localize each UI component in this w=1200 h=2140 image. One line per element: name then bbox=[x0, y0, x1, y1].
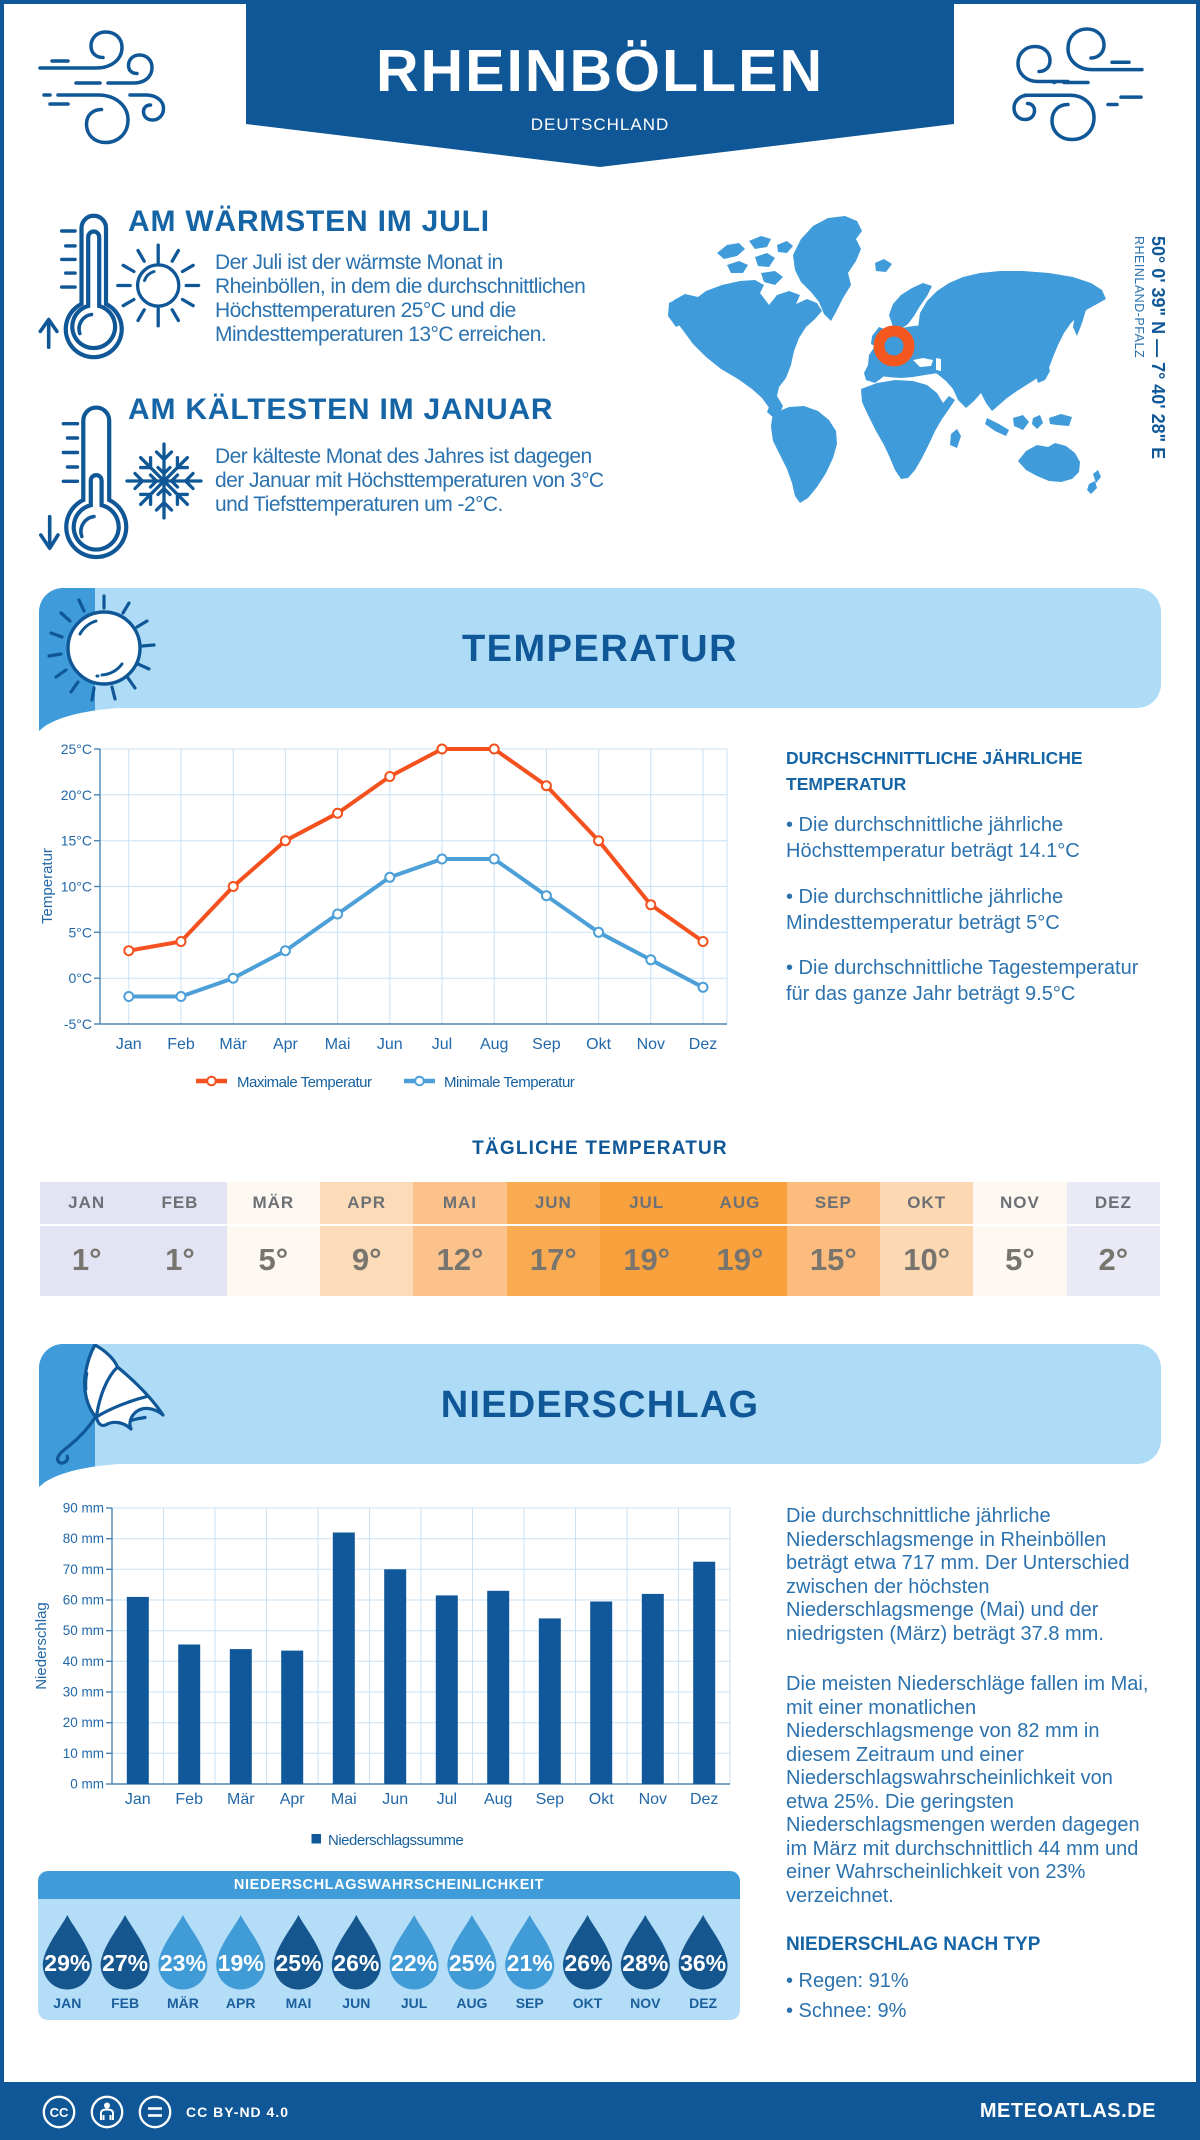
svg-text:Minimale Temperatur: Minimale Temperatur bbox=[444, 1074, 575, 1091]
svg-text:-5°C: -5°C bbox=[64, 1016, 92, 1032]
svg-text:Jan: Jan bbox=[116, 1036, 142, 1053]
svg-text:36%: 36% bbox=[680, 1950, 726, 1976]
svg-text:0 mm: 0 mm bbox=[70, 1777, 104, 1792]
svg-text:OKT: OKT bbox=[573, 1995, 603, 2011]
svg-text:Niederschlagssumme: Niederschlagssumme bbox=[328, 1832, 463, 1849]
svg-text:0°C: 0°C bbox=[69, 970, 93, 986]
svg-text:Temperatur: Temperatur bbox=[39, 848, 56, 924]
svg-text:Dez: Dez bbox=[689, 1036, 717, 1053]
svg-text:Jul: Jul bbox=[437, 1791, 457, 1808]
svg-text:FEB: FEB bbox=[111, 1995, 139, 2011]
svg-text:Sep: Sep bbox=[532, 1036, 561, 1053]
svg-text:Aug: Aug bbox=[484, 1791, 512, 1808]
svg-text:5°C: 5°C bbox=[69, 924, 93, 940]
svg-text:80 mm: 80 mm bbox=[63, 1531, 104, 1546]
svg-text:MAI: MAI bbox=[286, 1995, 312, 2011]
svg-text:60 mm: 60 mm bbox=[63, 1593, 104, 1608]
svg-text:Jul: Jul bbox=[432, 1036, 452, 1053]
svg-text:Mai: Mai bbox=[325, 1036, 351, 1053]
svg-text:Jun: Jun bbox=[377, 1036, 403, 1053]
svg-text:28%: 28% bbox=[622, 1950, 668, 1976]
svg-text:Nov: Nov bbox=[637, 1036, 665, 1053]
svg-text:19%: 19% bbox=[218, 1950, 264, 1976]
svg-text:Mär: Mär bbox=[227, 1791, 255, 1808]
svg-text:20 mm: 20 mm bbox=[63, 1715, 104, 1730]
svg-text:Sep: Sep bbox=[536, 1791, 565, 1808]
svg-text:CC: CC bbox=[50, 2105, 69, 2120]
svg-text:20°C: 20°C bbox=[61, 787, 92, 803]
svg-text:Maximale Temperatur: Maximale Temperatur bbox=[237, 1074, 372, 1091]
svg-text:Apr: Apr bbox=[273, 1036, 299, 1053]
svg-text:Feb: Feb bbox=[167, 1036, 195, 1053]
svg-text:JUN: JUN bbox=[342, 1995, 370, 2011]
svg-text:26%: 26% bbox=[564, 1950, 610, 1976]
svg-text:10°C: 10°C bbox=[61, 879, 92, 895]
svg-text:NOV: NOV bbox=[630, 1995, 661, 2011]
svg-text:90 mm: 90 mm bbox=[63, 1501, 104, 1516]
svg-text:26%: 26% bbox=[333, 1950, 379, 1976]
svg-text:Feb: Feb bbox=[175, 1791, 203, 1808]
svg-text:Mai: Mai bbox=[331, 1791, 357, 1808]
svg-text:JAN: JAN bbox=[53, 1995, 81, 2011]
svg-text:JUL: JUL bbox=[401, 1995, 428, 2011]
svg-text:DEZ: DEZ bbox=[689, 1995, 717, 2011]
svg-text:Apr: Apr bbox=[280, 1791, 306, 1808]
svg-text:SEP: SEP bbox=[516, 1995, 544, 2011]
svg-text:25°C: 25°C bbox=[61, 741, 92, 757]
svg-text:70 mm: 70 mm bbox=[63, 1562, 104, 1577]
svg-text:40 mm: 40 mm bbox=[63, 1654, 104, 1669]
svg-text:25%: 25% bbox=[449, 1950, 495, 1976]
svg-text:AUG: AUG bbox=[456, 1995, 487, 2011]
svg-text:MÄR: MÄR bbox=[167, 1995, 199, 2011]
svg-text:Niederschlag: Niederschlag bbox=[33, 1602, 50, 1690]
svg-text:APR: APR bbox=[226, 1995, 256, 2011]
svg-text:10 mm: 10 mm bbox=[63, 1746, 104, 1761]
svg-text:Jan: Jan bbox=[125, 1791, 151, 1808]
svg-text:29%: 29% bbox=[44, 1950, 90, 1976]
svg-text:23%: 23% bbox=[160, 1950, 206, 1976]
svg-text:Okt: Okt bbox=[586, 1036, 611, 1053]
svg-text:50 mm: 50 mm bbox=[63, 1623, 104, 1638]
svg-text:Okt: Okt bbox=[589, 1791, 614, 1808]
svg-text:25%: 25% bbox=[275, 1950, 321, 1976]
svg-text:Dez: Dez bbox=[690, 1791, 718, 1808]
svg-text:22%: 22% bbox=[391, 1950, 437, 1976]
svg-text:30 mm: 30 mm bbox=[63, 1685, 104, 1700]
svg-text:15°C: 15°C bbox=[61, 833, 92, 849]
svg-text:21%: 21% bbox=[507, 1950, 553, 1976]
svg-text:Mär: Mär bbox=[219, 1036, 247, 1053]
svg-text:Aug: Aug bbox=[480, 1036, 508, 1053]
svg-text:Jun: Jun bbox=[382, 1791, 408, 1808]
svg-text:27%: 27% bbox=[102, 1950, 148, 1976]
svg-text:Nov: Nov bbox=[639, 1791, 667, 1808]
